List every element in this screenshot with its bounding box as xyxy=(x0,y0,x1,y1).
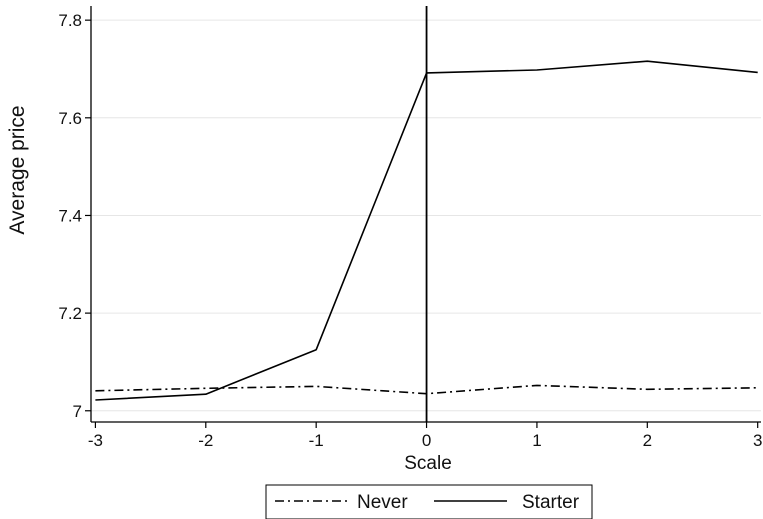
legend-label-starter: Starter xyxy=(522,492,580,513)
legend-label-never: Never xyxy=(357,492,408,513)
legend: Never Starter xyxy=(265,484,593,519)
x-tick-label: 0 xyxy=(422,431,431,450)
series-line-never xyxy=(95,384,758,395)
x-tick-label: 2 xyxy=(643,431,652,450)
y-axis-ticks: 7 7.2 7.4 7.6 7.8 xyxy=(58,11,91,421)
x-tick-label: 1 xyxy=(532,431,541,450)
x-tick-label: -1 xyxy=(309,431,324,450)
y-tick-label: 7.6 xyxy=(58,109,82,128)
x-tick-label: -3 xyxy=(88,431,103,450)
legend-box xyxy=(265,484,593,519)
y-tick-label: 7.2 xyxy=(58,304,82,323)
series-lines xyxy=(95,60,758,401)
series-line-starter xyxy=(95,60,758,401)
y-tick-label: 7.4 xyxy=(58,206,82,225)
x-axis-ticks: -3 -2 -1 0 1 2 3 xyxy=(88,422,762,450)
x-tick-label: -2 xyxy=(198,431,213,450)
x-tick-label: 3 xyxy=(753,431,762,450)
y-axis-title: Average price xyxy=(6,105,29,234)
y-tick-label: 7 xyxy=(73,402,82,421)
x-axis-title: Scale xyxy=(404,453,452,474)
y-tick-label: 7.8 xyxy=(58,11,82,30)
